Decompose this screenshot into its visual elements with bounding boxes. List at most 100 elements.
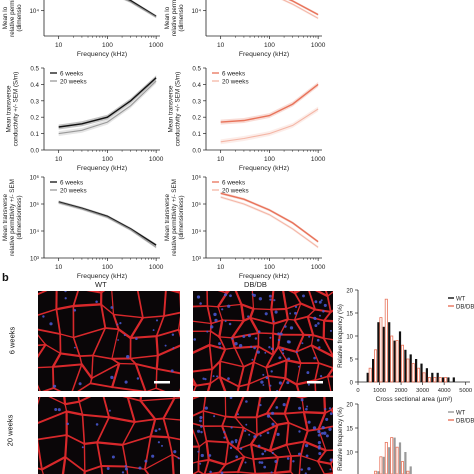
legend-label: WT	[456, 296, 466, 302]
legend-label: 20 weeks	[222, 187, 249, 194]
y-axis-label: (dimensio	[16, 4, 23, 32]
y-tick-label: 15	[346, 426, 353, 432]
nucleus-dot	[277, 332, 281, 336]
x-tick-label: 100	[264, 156, 275, 163]
nucleus-dot	[210, 325, 214, 329]
x-tick-label: 10	[55, 264, 63, 271]
nucleus-dot	[301, 342, 304, 345]
nucleus-dot	[78, 382, 82, 386]
hist-bar-WT	[431, 372, 434, 382]
hist-bar-WT	[382, 326, 385, 382]
series-band-6-weeks	[287, 0, 319, 16]
nucleus-dot	[274, 460, 278, 463]
chart-hist_6w: 0 5 10 15 20 0 1000 2000 3000 4000 5000 Cross secti…	[337, 288, 474, 403]
hist-bar-WT	[382, 456, 385, 474]
hist-bar-DBDB	[422, 372, 426, 383]
y-tick-label: 10	[346, 334, 353, 340]
nucleus-dot	[230, 426, 233, 429]
nucleus-dot	[224, 320, 227, 323]
nucleus-dot	[253, 435, 257, 439]
hist-bar-DBDB	[374, 470, 378, 474]
x-tick-label: 1000	[311, 264, 326, 271]
micro-row-6w: 6 weeks	[7, 326, 17, 355]
series-line-6-weeks	[288, 0, 319, 16]
nucleus-dot	[119, 322, 122, 325]
nucleus-dot	[302, 294, 305, 298]
series-line-6-weeks	[220, 83, 319, 123]
nucleus-dot	[161, 444, 163, 447]
y-axis-label: Mean transverse	[168, 85, 175, 132]
hist-bar-WT	[377, 322, 380, 382]
nucleus-dot	[219, 346, 222, 349]
nucleus-dot	[272, 320, 275, 323]
x-axis-label: Frequency (kHz)	[239, 273, 289, 280]
nucleus-dot	[306, 371, 310, 375]
y-axis-label: relative permittivity +/- SEM	[9, 179, 16, 256]
nucleus-dot	[66, 422, 70, 426]
series-band-20-weeks	[123, 0, 157, 19]
y-tick-label: 10⁵	[30, 202, 40, 209]
nucleus-dot	[266, 431, 270, 435]
x-tick-label: 4000	[438, 388, 451, 394]
nucleus-dot	[53, 384, 57, 388]
nucleus-dot	[275, 406, 279, 409]
nucleus-dot	[294, 305, 298, 308]
nucleus-dot	[320, 299, 323, 302]
nucleus-dot	[216, 375, 219, 378]
y-axis-label: Mean transverse	[6, 85, 13, 132]
nucleus-dot	[138, 466, 142, 470]
legend-label: WT	[456, 410, 466, 416]
hist-bar-DBDB	[411, 363, 415, 383]
nucleus-dot	[260, 461, 264, 464]
nucleus-dot	[328, 427, 332, 431]
nucleus-dot	[274, 310, 278, 314]
nucleus-dot	[266, 414, 271, 418]
y-tick-label: 0.4	[30, 82, 39, 89]
hist-bar-WT	[420, 363, 423, 382]
nucleus-dot	[234, 342, 238, 346]
nucleus-dot	[158, 428, 161, 431]
hist-bar-DBDB	[374, 349, 378, 383]
nucleus-dot	[261, 452, 265, 456]
nucleus-dot	[300, 398, 304, 402]
series-line-6-weeks	[58, 201, 157, 246]
x-tick-label: 2000	[395, 388, 408, 394]
nucleus-dot	[270, 370, 273, 373]
nucleus-dot	[289, 312, 292, 315]
nucleus-dot	[286, 340, 290, 344]
series-band-6-weeks	[220, 191, 319, 244]
x-tick-label: 10	[217, 42, 225, 49]
hist-bar-WT	[388, 447, 391, 474]
y-tick-label: 20	[346, 288, 353, 294]
legend-label: 20 weeks	[60, 187, 87, 194]
nucleus-dot	[200, 453, 204, 458]
nucleus-dot	[154, 429, 158, 433]
series-line-20-weeks	[58, 202, 157, 248]
y-tick-label: 0.2	[30, 115, 39, 122]
nucleus-dot	[193, 338, 197, 341]
nucleus-dot	[251, 358, 254, 361]
hist-bar-DBDB	[390, 335, 394, 383]
nucleus-dot	[155, 319, 159, 322]
nucleus-dot	[321, 425, 325, 430]
nucleus-dot	[307, 467, 311, 471]
nucleus-dot	[317, 441, 321, 445]
nucleus-dot	[306, 405, 309, 408]
x-tick-label: 5000	[459, 388, 472, 394]
x-tick-label: 100	[102, 264, 113, 271]
chart-perm_long_db: 10 100 1000 Frequency (kHz) 10⁴ Mean lo relati…	[164, 0, 326, 58]
nucleus-dot	[213, 312, 217, 317]
nucleus-dot	[313, 317, 317, 320]
nucleus-dot	[254, 337, 258, 340]
nucleus-dot	[152, 329, 155, 332]
nucleus-dot	[73, 309, 77, 312]
series-line-20-weeks	[220, 196, 319, 248]
hist-bar-DBDB	[438, 376, 442, 383]
nucleus-dot	[135, 337, 138, 340]
y-tick-label: 0.5	[30, 66, 39, 73]
series-line-20-weeks	[282, 0, 319, 19]
y-tick-label: 0.2	[192, 115, 201, 122]
nucleus-dot	[124, 380, 128, 384]
hist-bar-WT	[393, 340, 396, 382]
nucleus-dot	[325, 434, 329, 438]
